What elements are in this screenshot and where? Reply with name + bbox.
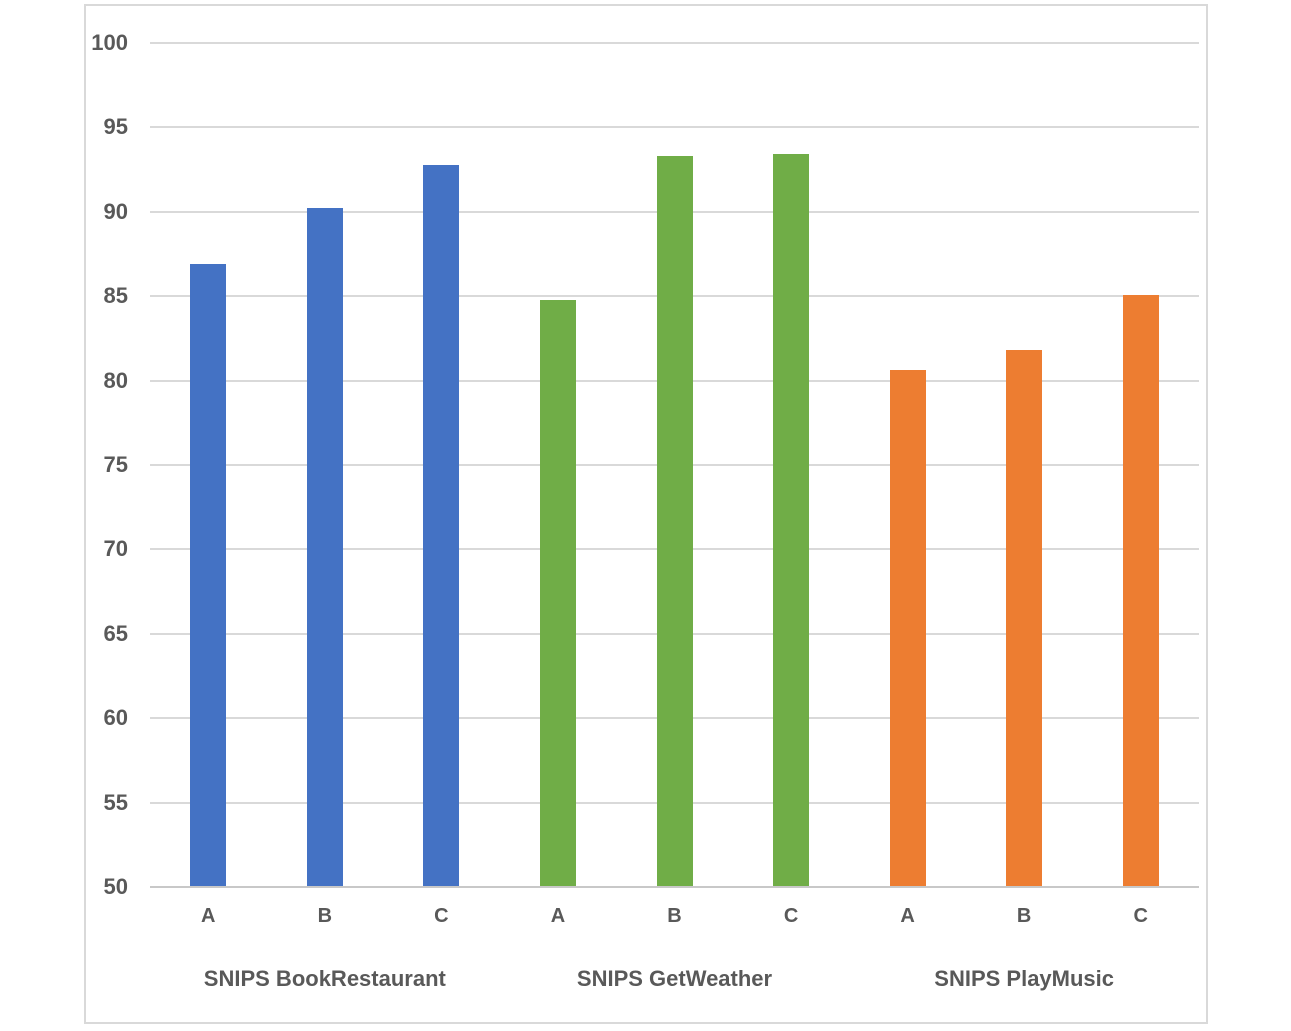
bar-snips-bookrestaurant-c — [423, 164, 460, 886]
x-tick-label-snips-playmusic-a: A — [900, 905, 915, 927]
x-tick-label-snips-bookrestaurant-c: C — [434, 905, 449, 927]
bar-chart: 50 55 60 65 70 75 80 85 90 95 100 A B C A B C A B C SNIPS … — [84, 4, 1208, 1024]
x-tick-label-snips-playmusic-c: C — [1133, 905, 1148, 927]
bar-snips-bookrestaurant-b — [306, 208, 343, 886]
y-tick-label-50: 50 — [103, 874, 128, 899]
group-label-playmusic: SNIPS PlayMusic — [934, 966, 1115, 991]
y-tick-label-80: 80 — [103, 367, 128, 393]
y-tick-label-90: 90 — [103, 198, 128, 224]
bar-snips-getweather-b — [656, 156, 693, 886]
bar-snips-playmusic-b — [1006, 350, 1043, 886]
y-tick-label-55: 55 — [103, 789, 128, 815]
x-tick-label-snips-playmusic-b: B — [1016, 905, 1032, 927]
x-axis-line — [150, 886, 1199, 888]
bar-snips-getweather-c — [773, 154, 810, 886]
gridline-95 — [150, 126, 1199, 129]
y-tick-label-70: 70 — [103, 536, 128, 562]
y-tick-label-95: 95 — [103, 114, 128, 140]
x-tick-label-snips-getweather-a: A — [550, 905, 566, 927]
y-tick-label-65: 65 — [103, 620, 128, 646]
bar-snips-getweather-a — [539, 299, 576, 886]
plot-area — [150, 42, 1199, 888]
x-tick-label-snips-getweather-c: C — [783, 905, 799, 927]
y-tick-label-85: 85 — [103, 283, 128, 309]
y-tick-label-60: 60 — [103, 705, 128, 731]
group-label-getweather: SNIPS GetWeather — [576, 966, 773, 991]
x-tick-label-snips-bookrestaurant-b: B — [317, 905, 333, 927]
group-label-bookrestaurant: SNIPS BookRestaurant — [203, 966, 446, 991]
bar-snips-bookrestaurant-a — [190, 264, 227, 886]
bar-snips-playmusic-a — [889, 370, 926, 886]
bar-snips-playmusic-c — [1122, 294, 1159, 886]
x-tick-label-snips-getweather-b: B — [667, 905, 682, 927]
y-tick-label-75: 75 — [103, 452, 128, 477]
gridline-100 — [150, 42, 1199, 44]
x-tick-label-snips-bookrestaurant-a: A — [201, 905, 216, 927]
y-tick-label-100: 100 — [91, 30, 128, 55]
